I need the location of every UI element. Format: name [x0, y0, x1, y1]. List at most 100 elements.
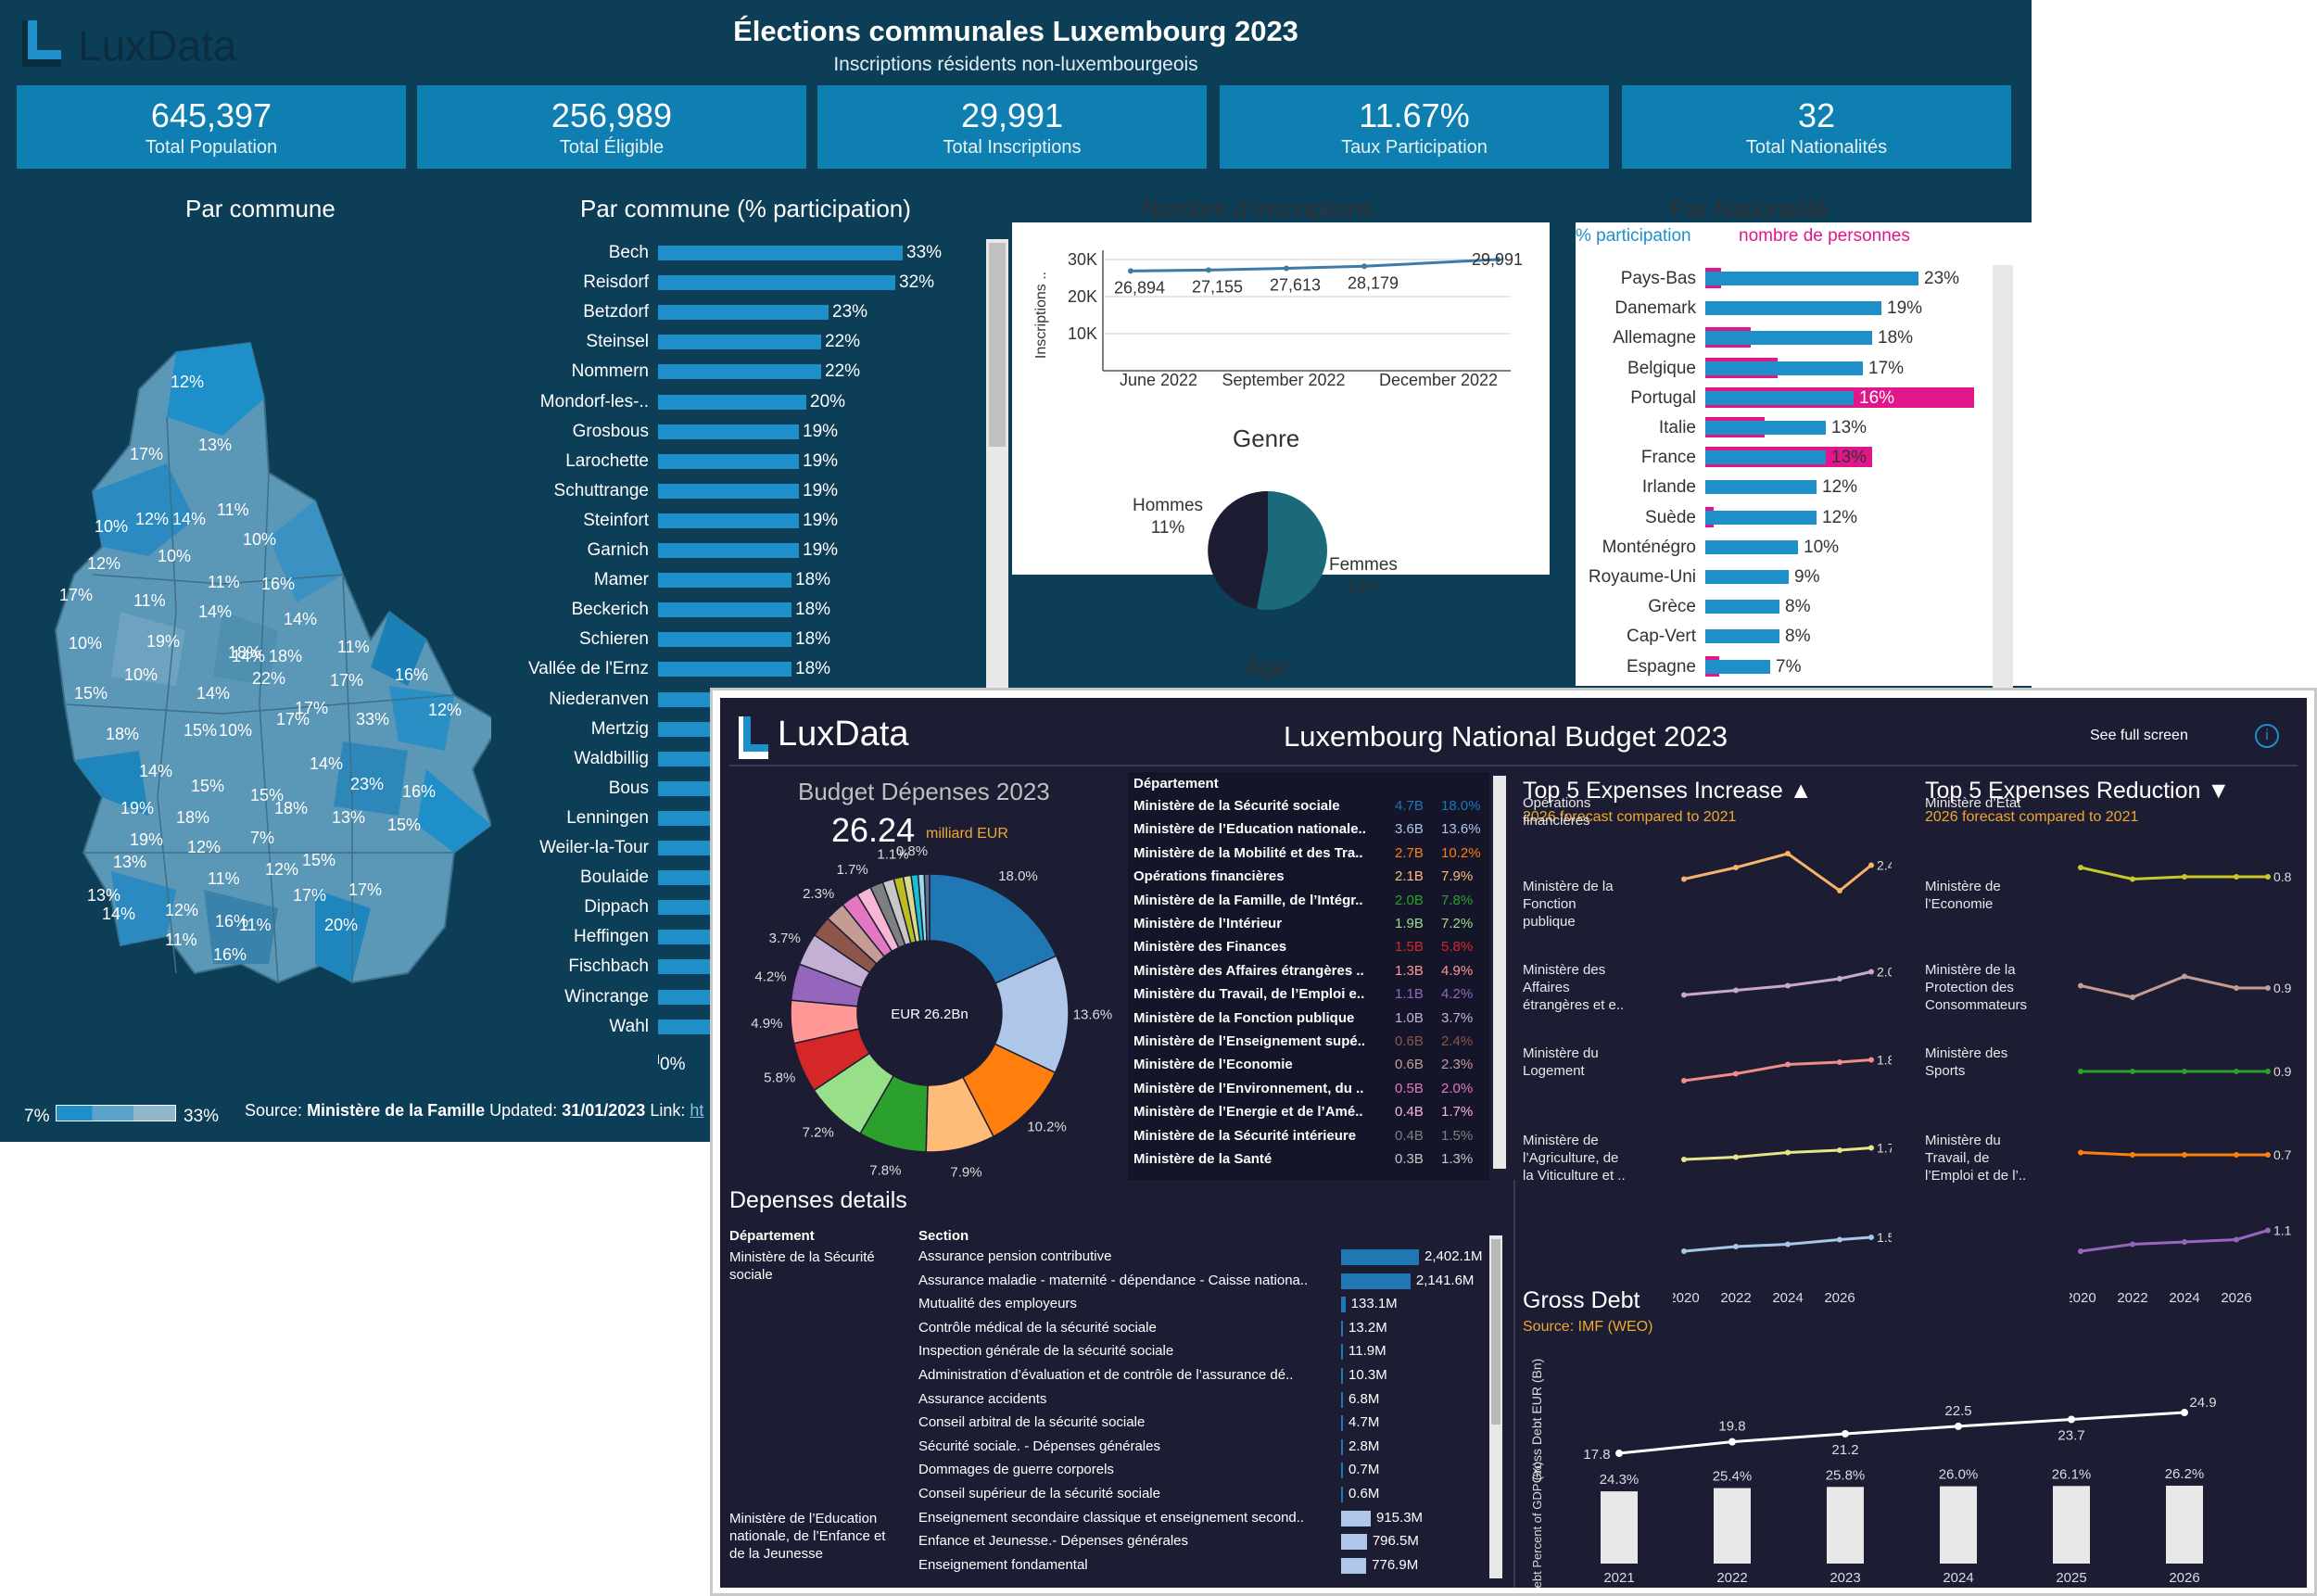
dept-name[interactable]: Ministère de la Sécurité sociale: [1133, 798, 1340, 814]
participation-bar[interactable]: [1705, 510, 1817, 525]
details-section[interactable]: Dommages de guerre corporels: [918, 1462, 1114, 1478]
commune-bar[interactable]: [658, 662, 791, 678]
dept-name[interactable]: Ministère de la Famille, de l’Intégr..: [1133, 892, 1363, 908]
commune-bar[interactable]: [658, 602, 791, 618]
debt-pct-bar[interactable]: [1940, 1486, 1977, 1564]
details-bar[interactable]: [1341, 1487, 1343, 1502]
details-section[interactable]: Enseignement fondamental: [918, 1556, 1088, 1573]
details-bar[interactable]: [1341, 1463, 1343, 1479]
commune-map[interactable]: [37, 334, 491, 1001]
dept-name[interactable]: Ministère de la Sécurité intérieure: [1133, 1127, 1357, 1144]
details-bar[interactable]: [1341, 1534, 1367, 1551]
commune-bar[interactable]: [658, 453, 799, 469]
details-bar[interactable]: [1341, 1297, 1346, 1313]
nationalite-scrollbar[interactable]: [1993, 265, 2013, 691]
details-section[interactable]: Conseil supérieur de la sécurité sociale: [918, 1486, 1160, 1501]
dept-name[interactable]: Ministère de l’Intérieur: [1133, 916, 1283, 931]
dept-name[interactable]: Opérations financières: [1133, 868, 1285, 885]
dept-name[interactable]: Ministère de la Fonction publique: [1133, 1009, 1355, 1026]
details-section[interactable]: Conseil arbitral de la sécurité sociale: [918, 1414, 1146, 1431]
dept-name[interactable]: Ministère de l’Economie: [1133, 1057, 1293, 1073]
donut-slice[interactable]: [923, 873, 931, 942]
participation-bar[interactable]: [1705, 361, 1863, 375]
details-bar[interactable]: [1341, 1391, 1343, 1408]
details-section[interactable]: Assurance maladie - maternité - dépendan…: [918, 1272, 1309, 1288]
debt-pct-bar[interactable]: [2053, 1486, 2090, 1564]
participation-bar[interactable]: [1705, 272, 1918, 285]
participation-bar[interactable]: [1705, 659, 1770, 674]
details-bar[interactable]: [1341, 1368, 1343, 1384]
dept-name[interactable]: Ministère de l’Enseignement supé..: [1133, 1033, 1366, 1049]
details-bar[interactable]: [1341, 1510, 1371, 1526]
participation-bar[interactable]: [1705, 480, 1817, 495]
participation-bar[interactable]: [1705, 390, 1854, 405]
dept-name[interactable]: Ministère des Affaires étrangères ..: [1133, 962, 1364, 979]
inscriptions-line-chart[interactable]: 30K 20K 10K June 2022 September 2022 December…: [1029, 232, 1548, 399]
commune-bar[interactable]: [658, 543, 799, 558]
commune-scrollbar[interactable]: [986, 239, 1008, 703]
debt-pct-bar[interactable]: [1601, 1491, 1638, 1564]
details-section[interactable]: Enseignement secondaire classique et ens…: [918, 1509, 1305, 1526]
commune-bar[interactable]: [658, 246, 903, 260]
dept-name[interactable]: Ministère des Finances: [1133, 939, 1287, 956]
debt-pct-bar[interactable]: [1714, 1488, 1751, 1564]
legend-participation[interactable]: % participation: [1576, 226, 1691, 246]
dept-scrollbar[interactable]: [1493, 776, 1506, 1169]
legend-count[interactable]: nombre de personnes: [1739, 226, 1910, 246]
genre-pie-chart[interactable]: [1205, 488, 1331, 614]
source-link[interactable]: ht: [690, 1101, 704, 1120]
details-section[interactable]: Contrôle médical de la sécurité sociale: [918, 1319, 1157, 1336]
commune-bar[interactable]: [658, 394, 806, 410]
commune-bar[interactable]: [658, 275, 895, 291]
details-scrollbar[interactable]: [1489, 1235, 1502, 1578]
commune-bar[interactable]: [658, 335, 821, 350]
details-section[interactable]: Administration d’évaluation et de contrô…: [918, 1367, 1294, 1383]
details-section[interactable]: Assurance accidents: [918, 1390, 1047, 1407]
details-section[interactable]: Sécurité sociale. - Dépenses générales: [918, 1438, 1160, 1454]
dept-name[interactable]: Ministère de l’Environnement, du ..: [1133, 1080, 1364, 1096]
map-commune-label: 17%: [293, 886, 327, 905]
details-bar[interactable]: [1341, 1438, 1343, 1455]
details-section[interactable]: Mutualité des employeurs: [918, 1296, 1077, 1312]
details-bar[interactable]: [1341, 1344, 1343, 1361]
participation-bar[interactable]: [1705, 331, 1872, 346]
details-bar[interactable]: [1341, 1249, 1419, 1265]
details-bar[interactable]: [1341, 1273, 1411, 1289]
details-section[interactable]: Inspection générale de la sécurité socia…: [918, 1343, 1174, 1360]
dept-name[interactable]: Ministère de la Santé: [1133, 1151, 1272, 1167]
participation-bar[interactable]: [1705, 421, 1826, 435]
commune-axis-zero: 0%: [660, 1055, 686, 1074]
participation-bar[interactable]: [1705, 600, 1779, 614]
commune-bar[interactable]: [658, 632, 791, 648]
participation-bar[interactable]: [1705, 539, 1798, 554]
commune-bar[interactable]: [658, 305, 829, 321]
see-full-screen-link[interactable]: See full screen: [2090, 728, 2188, 743]
debt-pct-bar[interactable]: [1827, 1487, 1864, 1564]
details-section[interactable]: Assurance pension contributive: [918, 1248, 1112, 1264]
details-bar[interactable]: [1341, 1415, 1343, 1432]
scrollbar-thumb[interactable]: [989, 243, 1006, 447]
commune-bar[interactable]: [658, 424, 799, 439]
commune-bar[interactable]: [658, 513, 799, 528]
debt-pct-bar[interactable]: [2166, 1486, 2203, 1564]
participation-bar[interactable]: [1705, 629, 1779, 644]
participation-bar[interactable]: [1705, 301, 1881, 316]
details-bar[interactable]: [1341, 1557, 1367, 1574]
dept-name[interactable]: Ministère de la Mobilité et des Tra..: [1133, 844, 1363, 861]
commune-bar[interactable]: [658, 483, 799, 499]
dept-name[interactable]: Ministère du Travail, de l’Emploi e..: [1133, 986, 1365, 1003]
participation-bar[interactable]: [1705, 570, 1789, 584]
info-icon[interactable]: i: [2255, 724, 2279, 748]
details-section[interactable]: Enfance et Jeunesse.- Dépenses générales: [918, 1533, 1189, 1550]
commune-bar[interactable]: [658, 364, 821, 380]
details-bar[interactable]: [1341, 1320, 1343, 1336]
details-scrollbar-thumb[interactable]: [1491, 1239, 1500, 1425]
dept-name[interactable]: Ministère de l’Energie et de l’Amé..: [1133, 1104, 1363, 1121]
gross-debt-chart[interactable]: Gross Debt EUR (Bn)Gross Debt Percent of…: [1523, 1337, 2301, 1588]
participation-bar[interactable]: [1705, 450, 1826, 465]
commune-bar[interactable]: [658, 573, 791, 589]
dept-name[interactable]: Ministère de l’Education nationale..: [1133, 821, 1366, 838]
budget-donut-chart[interactable]: 18.0% 13.6% 10.2% 7.9% 7.8% 7.2% 5.8% 4.9% 4.2% 3…: [748, 846, 1137, 1180]
